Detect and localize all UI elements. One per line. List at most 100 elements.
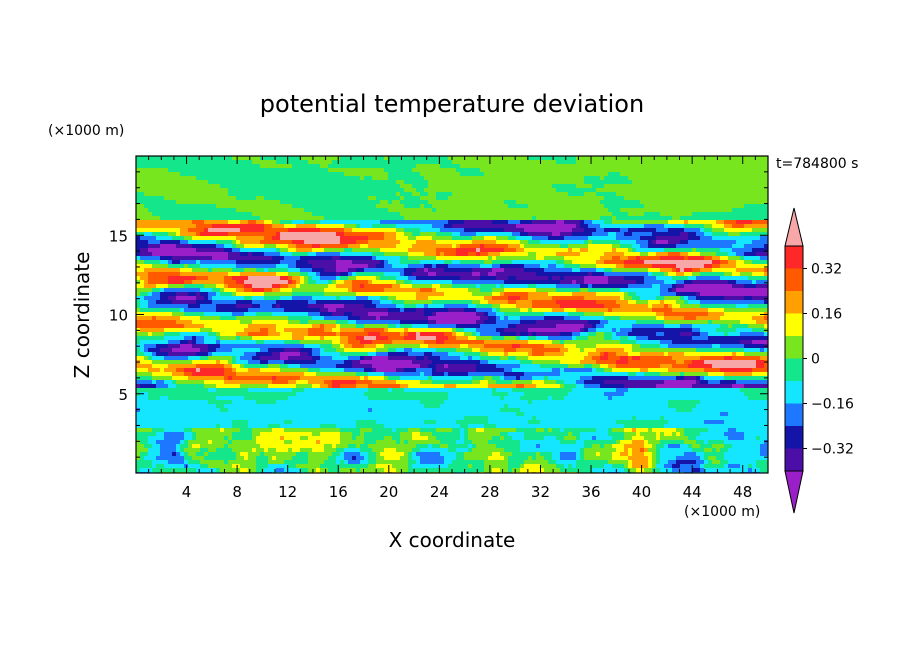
field-cell [544,352,565,357]
field-cell [172,312,185,317]
field-cell [732,284,745,289]
colorbar-label: 0 [811,352,820,368]
field-cell [264,228,289,233]
field-cell [416,304,425,309]
field-cell [168,264,185,269]
field-cell [716,220,725,225]
field-cell [748,468,753,473]
field-cell [520,364,541,369]
field-cell [200,304,217,309]
field-cell [276,232,281,237]
field-cell [400,260,421,265]
field-cell [600,444,605,449]
field-cell [428,268,445,273]
field-cell [652,264,677,269]
field-cell [324,316,349,321]
field-cell [280,436,285,441]
y-axis-unit: (×1000 m) [48,123,124,139]
field-cell [636,240,649,245]
field-cell [532,216,537,221]
field-cell [740,464,749,469]
field-cell [320,440,341,445]
field-cell [352,248,381,253]
field-cell [208,276,225,281]
field-cell [520,336,529,341]
field-cell [220,424,233,429]
field-cell [336,460,341,465]
field-cell [332,160,453,165]
field-cell [360,428,373,433]
field-cell [400,272,405,277]
field-cell [276,248,281,253]
field-cell [280,368,309,373]
field-cell [632,296,641,301]
field-cell [612,444,625,449]
field-cell [452,428,461,433]
field-cell [524,268,545,273]
field-cell [396,468,409,473]
field-cell [760,356,768,361]
field-cell [356,380,373,385]
field-cell [440,284,453,289]
field-cell [592,324,597,329]
field-cell [592,364,601,369]
field-cell [144,232,153,237]
field-cell [384,328,389,333]
field-cell [432,380,473,385]
field-cell [136,304,141,309]
field-cell [236,368,249,373]
field-cell [744,224,768,229]
field-cell [596,268,605,273]
field-cell [192,456,205,461]
field-cell [428,272,437,277]
field-cell [400,212,613,217]
field-cell [296,452,309,457]
field-cell [496,272,537,277]
field-cell [608,208,621,213]
field-cell [692,280,729,285]
field-cell [216,204,293,209]
field-cell [608,460,629,465]
field-cell [588,332,597,337]
field-cell [500,264,525,269]
field-cell [660,468,673,473]
field-cell [504,280,561,285]
field-cell [420,400,445,405]
field-cell [572,336,577,341]
field-cell [196,352,209,357]
field-cell [676,272,685,277]
field-cell [704,232,713,237]
field-cell [212,352,245,357]
field-cell [620,240,637,245]
field-cell [316,280,329,285]
field-cell [240,464,257,469]
field-cell [336,272,341,277]
field-cell [428,180,585,185]
field-cell [408,428,421,433]
field-cell [368,264,377,269]
field-cell [724,308,768,313]
field-cell [704,224,713,229]
field-cell [580,448,585,453]
field-cell [420,344,429,349]
field-cell [692,328,701,333]
field-cell [272,288,281,293]
field-cell [480,348,505,353]
field-cell [156,432,165,437]
field-cell [268,424,281,429]
field-cell [380,300,393,305]
field-cell [492,392,509,397]
field-cell [196,276,209,281]
field-cell [576,224,581,229]
field-cell [736,328,753,333]
field-cell [568,248,573,253]
field-cell [592,232,609,237]
field-cell [152,292,161,297]
field-cell [348,316,361,321]
field-cell [400,440,405,445]
field-cell [720,380,737,385]
field-cell [280,288,293,293]
field-cell [596,348,625,353]
field-cell [340,296,357,301]
field-cell [608,396,613,401]
